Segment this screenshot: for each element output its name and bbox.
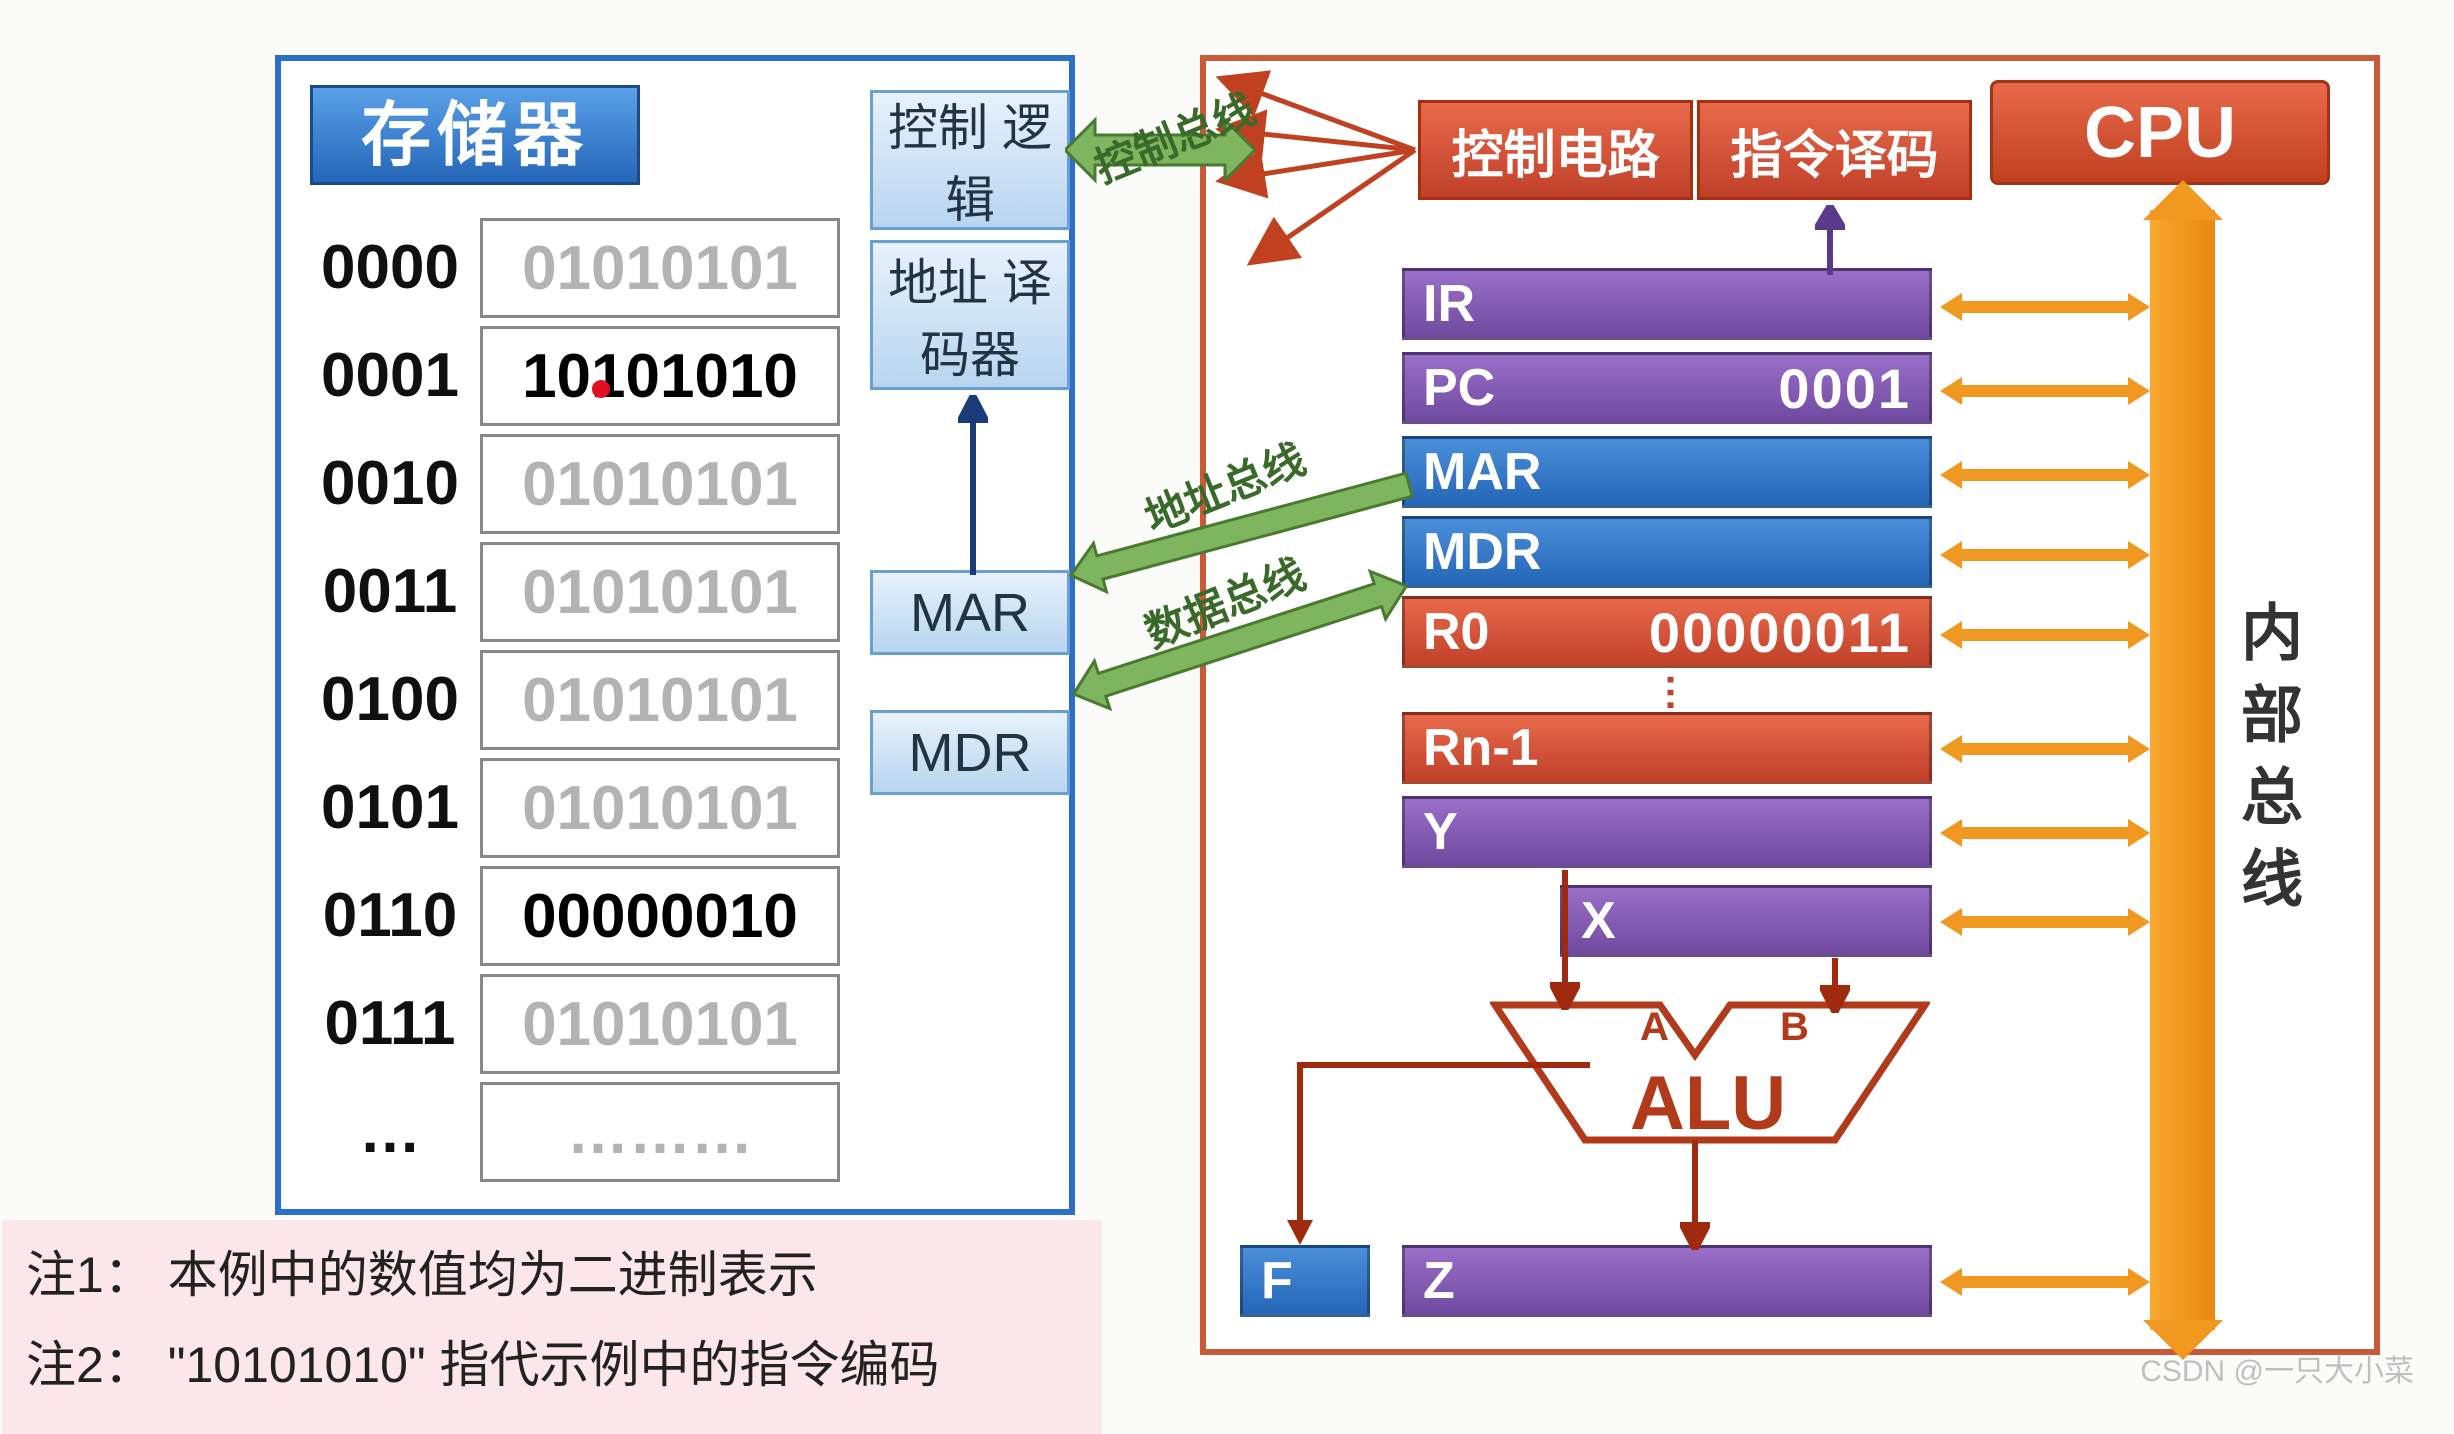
memory-data: ……… [480, 1082, 840, 1182]
memory-address: 0001 [300, 340, 480, 411]
bus-bi-arrow [1940, 538, 2080, 560]
alu-to-f-arrow [1280, 1060, 1600, 1260]
register-mdr: MDR [1402, 516, 1932, 588]
memory-address: 0100 [300, 664, 480, 735]
memory-address: 0010 [300, 448, 480, 519]
alu-to-z-arrow [1680, 1140, 1710, 1255]
cpu-title: CPU [1990, 80, 2330, 185]
ir-to-decode-arrow [1815, 205, 1845, 280]
memory-data: 01010101 [480, 974, 840, 1074]
note-1: 注1： 本例中的数值均为二进制表示 [26, 1230, 1078, 1320]
memory-address: 0110 [300, 880, 480, 951]
memory-data: 01010101 [480, 758, 840, 858]
svg-text:B: B [1780, 1005, 1809, 1049]
watermark: CSDN @一只大小菜 [2140, 1346, 2414, 1390]
memory-data: 01010101 [480, 218, 840, 318]
memory-row: … ……… [300, 1079, 840, 1184]
register-r0: R0 00000011 [1402, 596, 1932, 668]
bus-bi-arrow [1940, 1265, 2080, 1287]
x-to-alu-arrow [1820, 958, 1850, 1018]
internal-bus [2150, 210, 2215, 1330]
register-value: 0001 [1778, 356, 1911, 421]
memory-address: 0111 [300, 988, 480, 1059]
register-name: MAR [1423, 442, 1541, 502]
memory-data: 01010101 [480, 650, 840, 750]
register-pc: PC 0001 [1402, 352, 1932, 424]
memory-mar-box: MAR [870, 570, 1070, 655]
register-name: MDR [1423, 522, 1541, 582]
memory-row: 0000 01010101 [300, 215, 840, 320]
memory-row: 0111 01010101 [300, 971, 840, 1076]
memory-address: 0000 [300, 232, 480, 303]
internal-bus-label: 内部总线 [2220, 600, 2310, 928]
memory-data: 00000010 [480, 866, 840, 966]
register-x: X [1560, 885, 1932, 957]
memory-row: 0010 01010101 [300, 431, 840, 536]
register-name: IR [1423, 274, 1475, 334]
register-name: F [1261, 1251, 1293, 1311]
decoder-up-arrow [958, 395, 988, 580]
memory-data: 10101010 [480, 326, 840, 426]
memory-mdr-box: MDR [870, 710, 1070, 795]
alu-label: ALU [1630, 1060, 1786, 1147]
instr-decode-box: 指令译码 [1697, 100, 1972, 200]
memory-row: 0001 10101010 [300, 323, 840, 428]
bus-bi-arrow [1940, 458, 2080, 480]
cursor-dot [592, 380, 610, 398]
memory-title: 存储器 [310, 85, 640, 185]
address-decoder-box: 地址 译码器 [870, 240, 1070, 390]
memory-address: … [300, 1096, 480, 1167]
register-name: PC [1423, 358, 1495, 418]
bus-bi-arrow [1940, 905, 2080, 927]
memory-address: 0101 [300, 772, 480, 843]
register-name: Rn-1 [1423, 718, 1539, 778]
register-rn-1: Rn-1 [1402, 712, 1932, 784]
register-value: 00000011 [1649, 600, 1911, 665]
memory-row: 0101 01010101 [300, 755, 840, 860]
bus-arrow-up [2133, 180, 2233, 225]
memory-data: 01010101 [480, 434, 840, 534]
memory-row: 0100 01010101 [300, 647, 840, 752]
register-name: X [1581, 891, 1616, 951]
memory-row: 0011 01010101 [300, 539, 840, 644]
bus-bi-arrow [1940, 290, 2080, 312]
register-name: Y [1423, 802, 1458, 862]
note-2: 注2： "10101010" 指代示例中的指令编码 [26, 1320, 1078, 1410]
register-name: R0 [1423, 602, 1489, 662]
control-circuit-box: 控制电路 [1418, 100, 1693, 200]
notes-panel: 注1： 本例中的数值均为二进制表示 注2： "10101010" 指代示例中的指… [2, 1220, 1102, 1434]
bus-bi-arrow [1940, 374, 2080, 396]
bus-bi-arrow [1940, 732, 2080, 754]
y-to-alu-arrow [1550, 870, 1580, 1015]
bus-bi-arrow [1940, 618, 2080, 640]
register-mar: MAR [1402, 436, 1932, 508]
bus-bi-arrow [1940, 816, 2080, 838]
memory-data: 01010101 [480, 542, 840, 642]
register-ellipsis: … [1658, 673, 1703, 713]
memory-address: 0011 [300, 556, 480, 627]
register-name: Z [1423, 1251, 1455, 1311]
svg-text:A: A [1640, 1005, 1669, 1049]
register-y: Y [1402, 796, 1932, 868]
memory-row: 0110 00000010 [300, 863, 840, 968]
control-logic-box: 控制 逻辑 [870, 90, 1070, 230]
register-ir: IR [1402, 268, 1932, 340]
